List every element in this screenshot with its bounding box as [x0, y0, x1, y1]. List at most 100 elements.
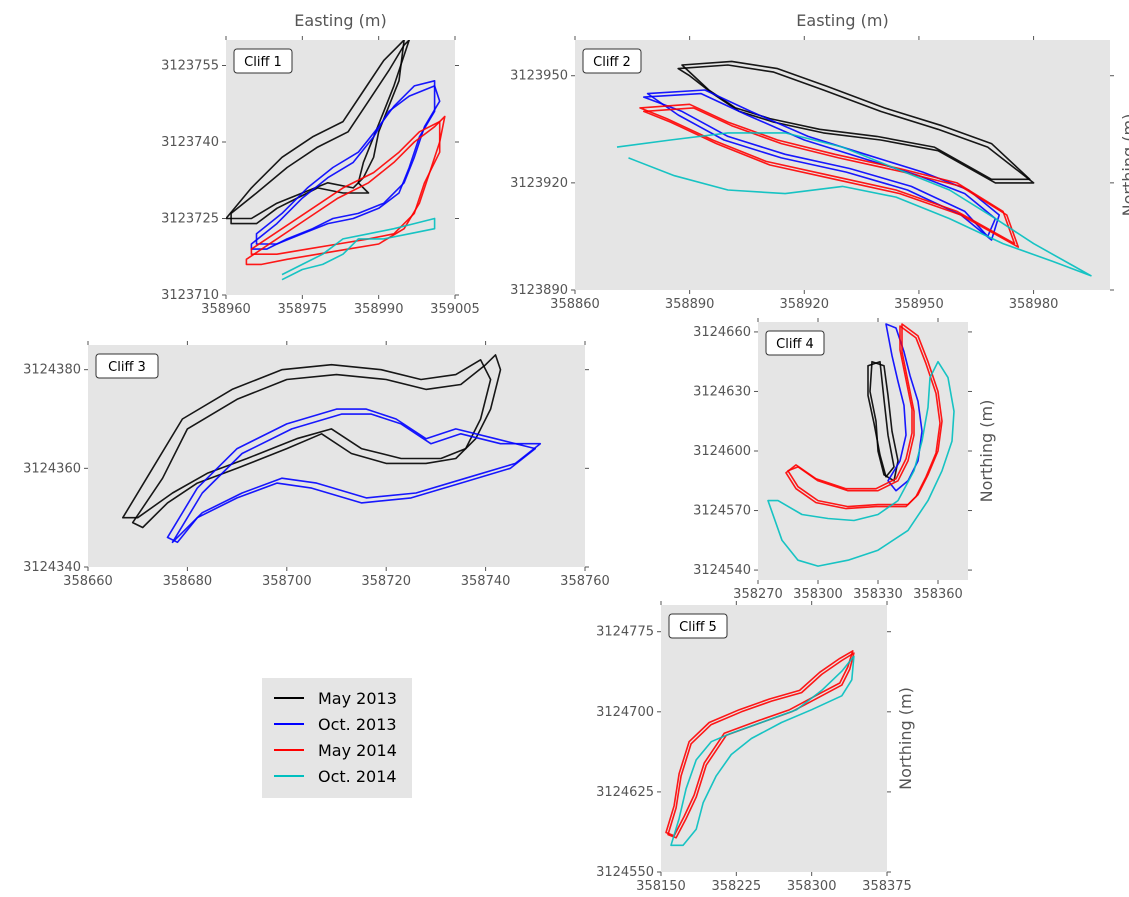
y-tick-label: 3123890	[510, 283, 568, 298]
panel-title: Cliff 2	[593, 55, 631, 70]
series-line-oct-2013	[255, 80, 436, 245]
y-tick-label: 3124660	[693, 325, 751, 340]
plot-area	[226, 40, 455, 295]
x-tick-label: 359005	[430, 302, 480, 317]
x-tick-label: 358740	[461, 574, 511, 589]
series-line-may-2013	[681, 60, 1031, 181]
series-line-may-2014	[665, 650, 854, 837]
y-tick-label: 3123755	[161, 59, 219, 74]
legend: May 2013 Oct. 2013 May 2014 Oct. 2014	[262, 678, 412, 798]
series-line-oct-2014	[281, 217, 436, 281]
legend-label: Oct. 2014	[318, 767, 397, 786]
y-tick-label: 3124775	[596, 625, 654, 640]
series-group	[665, 650, 855, 847]
series-line-oct-2013	[885, 323, 923, 492]
plot-area	[758, 322, 968, 580]
panel-title-box	[765, 330, 825, 356]
series-line-may-2014	[785, 325, 941, 510]
x-tick-label: 358720	[361, 574, 411, 589]
x-tick-label: 358680	[163, 574, 213, 589]
x-tick-label: 358960	[201, 302, 251, 317]
x-tick-label: 358760	[560, 574, 610, 589]
x-tick-label: 358890	[665, 297, 715, 312]
legend-label: May 2013	[318, 689, 397, 708]
x-tick-label: 358150	[636, 879, 686, 894]
y-tick-label: 3123710	[161, 288, 219, 303]
y-tick-label: 3124630	[693, 384, 751, 399]
cliff-3-panel: 358660 358680 358700 358720 358740 358760 3124…	[23, 341, 610, 589]
series-line-oct-2013	[250, 85, 441, 250]
cliff-4-panel: 358270 358300 358330 358360 3124540 3124570 31…	[693, 318, 996, 602]
x-tick-label: 358980	[1009, 297, 1059, 312]
panel-title: Cliff 4	[776, 337, 814, 352]
plot-area	[661, 605, 887, 872]
x-tick-label: 358660	[63, 574, 113, 589]
cliff-2-panel: 358860 358890 358920 358950 358980 3123890 312…	[510, 11, 1129, 312]
cliff-5-panel: 358150 358225 358300 358375 3124550 3124625 31…	[596, 601, 915, 894]
y-tick-label: 3123740	[161, 135, 219, 150]
y-tick-label: 3124700	[596, 705, 654, 720]
series-group	[616, 60, 1092, 277]
y-axis-label: Northing (m)	[1119, 114, 1129, 217]
y-tick-label: 3124625	[596, 785, 654, 800]
y-tick-label: 3123950	[510, 69, 568, 84]
x-tick-label: 358950	[894, 297, 944, 312]
plot-area	[88, 345, 585, 567]
legend-label: Oct. 2013	[318, 715, 397, 734]
series-line-may-2013	[122, 358, 492, 519]
series-line-oct-2013	[642, 92, 997, 238]
x-axis-label: Easting (m)	[294, 11, 386, 30]
y-tick-label: 3124570	[693, 504, 751, 519]
y-tick-label: 3124380	[23, 363, 81, 378]
series-line-oct-2014	[670, 655, 855, 847]
panel-title-box	[233, 48, 293, 74]
series-line-may-2014	[667, 652, 855, 839]
y-axis-label: Northing (m)	[896, 687, 915, 790]
x-tick-label: 358360	[913, 587, 963, 602]
x-tick-label: 358330	[853, 587, 903, 602]
series-group	[767, 323, 955, 567]
y-tick-label: 3124550	[596, 865, 654, 880]
x-tick-label: 358990	[354, 302, 404, 317]
series-line-may-2014	[245, 115, 446, 266]
series-line-may-2014	[250, 120, 441, 255]
y-tick-label: 3124340	[23, 560, 81, 575]
y-axis-label: Northing (m)	[977, 400, 996, 503]
x-tick-label: 358975	[278, 302, 328, 317]
x-tick-label: 358225	[712, 879, 762, 894]
panel-title: Cliff 1	[244, 55, 282, 70]
series-line-oct-2014	[616, 132, 1092, 277]
series-group	[122, 354, 542, 544]
x-tick-label: 358270	[733, 587, 783, 602]
plot-area	[575, 40, 1110, 290]
x-tick-label: 358920	[779, 297, 829, 312]
series-line-may-2014	[642, 107, 1020, 248]
x-tick-label: 358300	[787, 879, 837, 894]
y-tick-label: 3123725	[161, 212, 219, 227]
series-line-oct-2013	[646, 89, 1001, 241]
series-group	[226, 40, 446, 281]
series-line-may-2014	[787, 323, 943, 508]
x-tick-label: 358700	[262, 574, 312, 589]
series-line-may-2013	[869, 360, 899, 482]
x-axis-label: Easting (m)	[796, 11, 888, 30]
series-line-oct-2014	[767, 360, 955, 567]
y-tick-label: 3123920	[510, 176, 568, 191]
y-tick-label: 3124600	[693, 444, 751, 459]
cliff-1-panel: 358960 358975 358990 359005 3123710 3123725 31…	[161, 11, 480, 317]
panel-title-box	[668, 613, 728, 639]
series-line-may-2013	[867, 360, 895, 478]
series-line-may-2013	[230, 40, 411, 225]
series-line-may-2013	[677, 64, 1035, 184]
panel-title: Cliff 3	[108, 360, 146, 375]
y-tick-label: 3124360	[23, 461, 81, 476]
panel-title-box	[582, 48, 642, 74]
panel-title-box	[95, 353, 159, 379]
x-tick-label: 358375	[862, 879, 912, 894]
series-line-oct-2013	[171, 413, 542, 544]
x-tick-label: 358300	[793, 587, 843, 602]
series-line-may-2014	[639, 103, 1016, 245]
y-tick-label: 3124540	[693, 563, 751, 578]
panel-title: Cliff 5	[679, 620, 717, 635]
